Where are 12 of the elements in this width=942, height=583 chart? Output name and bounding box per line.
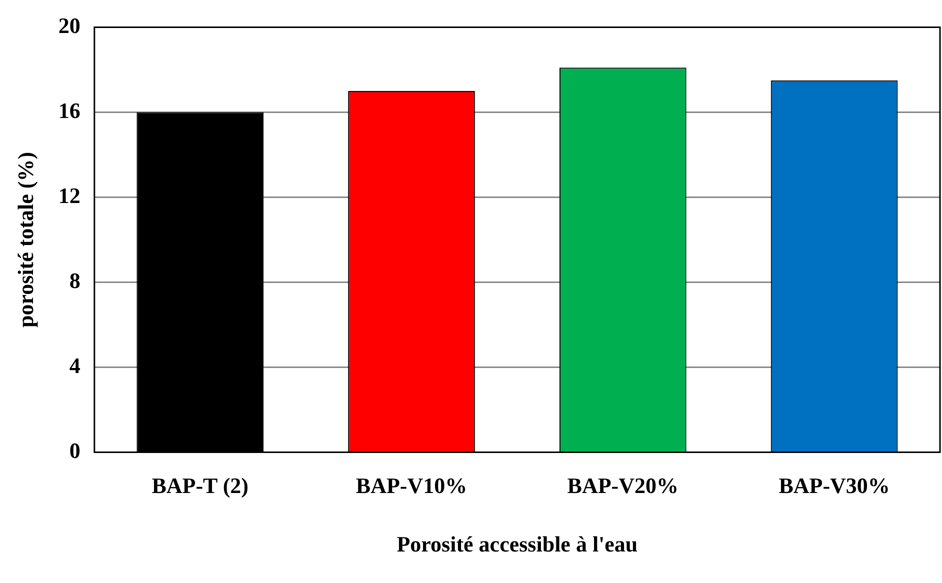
x-tick-label: BAP-V30%: [778, 473, 890, 498]
x-tick-label: BAP-V10%: [356, 473, 468, 498]
y-tick-label: 0: [69, 438, 80, 463]
y-tick-label: 20: [58, 12, 80, 38]
y-tick-label: 8: [69, 268, 80, 293]
y-tick-label: 16: [58, 98, 80, 123]
x-axis-title: Porosité accessible à l'eau: [396, 531, 638, 556]
x-tick-label: BAP-V20%: [567, 473, 679, 498]
x-tick-label: BAP-T (2): [152, 473, 248, 498]
y-axis-title: porosité totale (%): [12, 152, 38, 328]
y-tick-label: 4: [69, 352, 80, 378]
y-tick-label: 12: [58, 182, 80, 208]
